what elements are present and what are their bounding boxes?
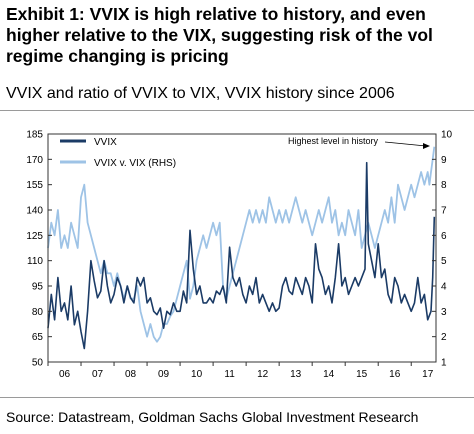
y-left-tick-label: 170 xyxy=(26,155,43,166)
y-right-tick-label: 9 xyxy=(441,155,447,166)
x-tick-label: 07 xyxy=(92,369,104,380)
y-left-tick-label: 155 xyxy=(26,180,43,191)
y-right-tick-label: 10 xyxy=(441,130,453,141)
footer-divider xyxy=(0,397,474,398)
header-divider xyxy=(0,110,474,111)
x-tick-label: 08 xyxy=(125,369,137,380)
x-tick-label: 17 xyxy=(422,369,434,380)
x-tick-label: 16 xyxy=(389,369,401,380)
x-tick-label: 15 xyxy=(356,369,368,380)
series-line-vvix xyxy=(47,161,436,350)
x-tick-label: 13 xyxy=(290,369,302,380)
annotation-arrow xyxy=(384,141,427,147)
y-left-tick-label: 140 xyxy=(26,206,43,217)
x-tick-label: 11 xyxy=(224,369,235,380)
x-tick-label: 12 xyxy=(257,369,269,380)
y-right-tick-label: 1 xyxy=(441,358,447,369)
y-right-tick-label: 4 xyxy=(441,282,447,293)
chart-subtitle: VVIX and ratio of VVIX to VIX, VVIX hist… xyxy=(6,85,395,102)
y-right-tick-label: 7 xyxy=(441,206,447,217)
y-left-tick-label: 80 xyxy=(32,307,44,318)
annotation-group: Highest level in history xyxy=(288,136,430,149)
source-note: Source: Datastream, Goldman Sachs Global… xyxy=(6,409,419,425)
chart-title: Exhibit 1: VVIX is high relative to hist… xyxy=(6,4,433,66)
plot-frame xyxy=(47,133,437,363)
legend-layer: VVIX VVIX v. VIX (RHS) xyxy=(60,137,176,169)
y-right-tick-label: 2 xyxy=(441,332,447,343)
annotation-arrowhead xyxy=(423,143,430,149)
legend-label-ratio: VVIX v. VIX (RHS) xyxy=(94,158,176,169)
x-tick-label: 09 xyxy=(158,369,170,380)
y-left-tick-label: 50 xyxy=(32,358,44,369)
x-tick-label: 10 xyxy=(191,369,203,380)
y-right-tick-label: 6 xyxy=(441,231,447,242)
y-left-tick-label: 95 xyxy=(32,282,44,293)
y-left-tick-label: 185 xyxy=(26,130,43,141)
x-tick-label: 06 xyxy=(59,369,71,380)
series-line-ratio xyxy=(47,146,436,343)
x-tick-label: 14 xyxy=(323,369,335,380)
legend-label-vvix: VVIX xyxy=(94,137,117,148)
series-layer xyxy=(47,146,436,350)
y-left-tick-label: 65 xyxy=(32,332,44,343)
y-left-tick-label: 110 xyxy=(27,256,43,267)
y-right-tick-label: 5 xyxy=(441,256,447,267)
y-right-tick-label: 3 xyxy=(441,307,447,318)
y-left-tick-label: 125 xyxy=(26,231,43,242)
annotation-text: Highest level in history xyxy=(288,136,379,146)
y-right-tick-label: 8 xyxy=(441,180,447,191)
axis-layer xyxy=(47,133,437,363)
